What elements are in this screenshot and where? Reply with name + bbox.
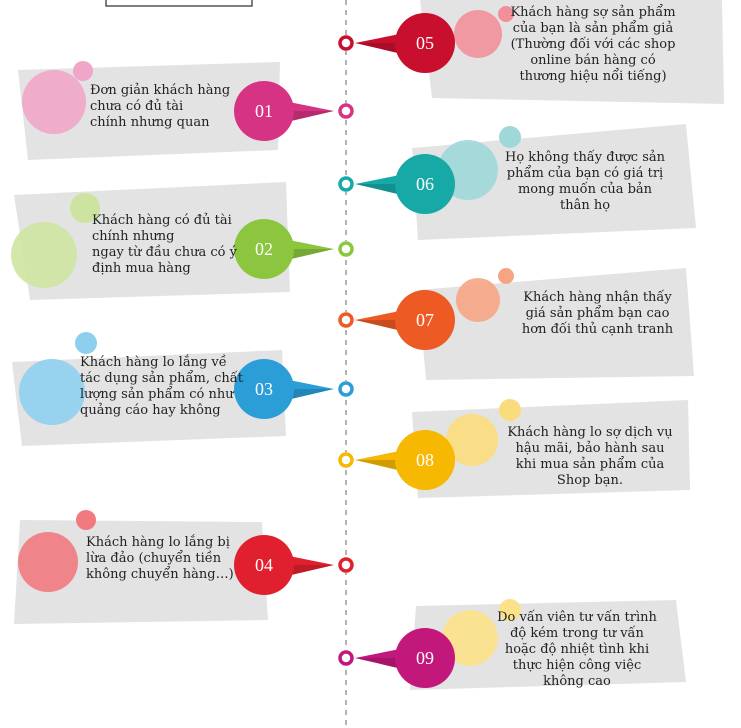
item-05-bubble-small: [498, 6, 514, 22]
item-09-number: 09: [416, 647, 434, 668]
item-08-bubble-small: [499, 399, 521, 421]
item-09-bubble-large: [442, 610, 498, 666]
item-04-text: Khách hàng lo lắng bị lừa đảo (chuyển ti…: [86, 535, 234, 582]
item-06-ring: [338, 176, 354, 192]
item-03-box: [12, 350, 286, 446]
item-04-box: [14, 520, 268, 624]
item-08-ring: [338, 452, 354, 468]
item-05-bubble-large: [454, 10, 502, 58]
item-06-bubble-small: [499, 126, 521, 148]
item-03-bubble-large: [19, 359, 85, 425]
item-02-number: 02: [255, 238, 273, 259]
top-frame: [105, 0, 253, 7]
item-07-number: 07: [416, 309, 434, 330]
item-01-number: 01: [255, 100, 273, 121]
item-03-number: 03: [255, 378, 273, 399]
item-06-number: 06: [416, 173, 434, 194]
item-07-bubble-small: [498, 268, 514, 284]
item-07-ring: [338, 312, 354, 328]
item-01-bubble-large: [22, 70, 86, 134]
item-03-bubble-small: [75, 332, 97, 354]
item-08-text: Khách hàng lo sợ dịch vụ hậu mãi, bảo hà…: [507, 425, 673, 488]
item-02-bubble-large: [11, 222, 77, 288]
item-04-ring: [338, 557, 354, 573]
item-09-bubble-small: [499, 599, 521, 621]
item-01-text: Đơn giản khách hàng chưa có đủ tài chính…: [90, 83, 231, 130]
item-05-ring: [338, 35, 354, 51]
item-07-number-circle: [395, 290, 455, 350]
item-07-bubble-large: [456, 278, 500, 322]
item-08-number-circle: [395, 430, 455, 490]
item-07-text: Khách hàng nhận thấy giá sản phẩm bạn ca…: [521, 290, 674, 337]
item-06-number-circle: [395, 154, 455, 214]
item-05-number: 05: [416, 32, 434, 53]
item-01-ring: [338, 103, 354, 119]
item-03-text: Khách hàng lo lắng về tác dụng sản phẩm,…: [80, 355, 243, 418]
item-01-number-circle: [234, 81, 294, 141]
item-06-text: Họ không thấy được sản phẩm của bạn có g…: [505, 150, 665, 213]
item-04-bubble-small: [76, 510, 96, 530]
item-05-text: Khách hàng sợ sản phẩm của bạn là sản ph…: [510, 5, 676, 84]
item-04-number-circle: [234, 535, 294, 595]
item-09-number-circle: [395, 628, 455, 688]
item-08-number: 08: [416, 449, 434, 470]
item-01-box: [18, 62, 280, 160]
item-01-bubble-small: [73, 61, 93, 81]
item-05-number-circle: [395, 13, 455, 73]
item-09-text: Do vấn viên tư vấn trình độ kém trong tư…: [497, 610, 657, 689]
item-04-bubble-large: [18, 532, 78, 592]
item-03-ring: [338, 381, 354, 397]
item-03-number-circle: [234, 359, 294, 419]
item-09-ring: [338, 650, 354, 666]
item-08-bubble-large: [446, 414, 498, 466]
item-02-bubble-small: [70, 193, 100, 223]
item-02-number-circle: [234, 219, 294, 279]
item-02-text: Khách hàng có đủ tài chính nhưng ngay từ…: [92, 213, 237, 276]
item-04-number: 04: [255, 554, 273, 575]
item-02-ring: [338, 241, 354, 257]
